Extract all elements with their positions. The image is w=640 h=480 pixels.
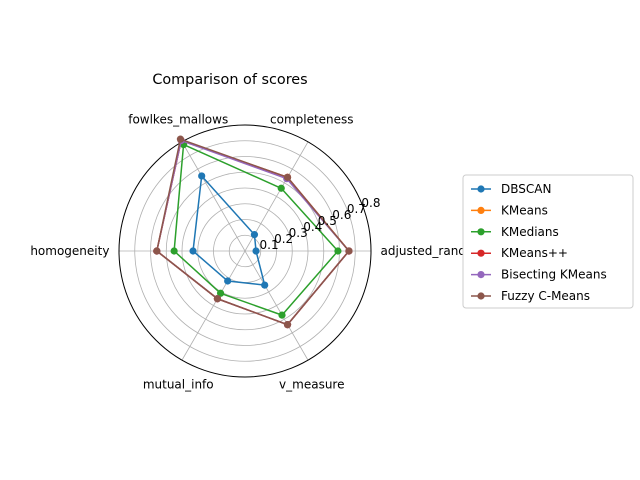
- legend-label: KMeans: [501, 203, 548, 217]
- category-label: completeness: [270, 112, 354, 126]
- legend-label: DBSCAN: [501, 182, 551, 196]
- data-point: [252, 247, 260, 255]
- radar-labels: 0.10.20.30.40.50.60.70.8 adjusted_rand com…: [30, 112, 466, 391]
- angular-gridline: [244, 250, 309, 361]
- data-point: [224, 277, 232, 285]
- legend-label: KMedians: [501, 225, 559, 239]
- legend-marker: [477, 185, 485, 193]
- data-point: [283, 321, 292, 329]
- data-point: [153, 247, 161, 255]
- polar-frame: [118, 124, 372, 378]
- angular-gridline: [181, 250, 246, 361]
- data-point: [277, 184, 285, 192]
- radial-tick-label: 0.4: [303, 220, 322, 234]
- data-point: [261, 281, 269, 289]
- chart-title: Comparison of scores: [152, 72, 307, 88]
- radial-tick-label: 0.5: [318, 214, 337, 228]
- legend-marker: [477, 228, 485, 236]
- legend-label: Fuzzy C-Means: [501, 289, 590, 303]
- data-point: [189, 247, 197, 255]
- data-point: [345, 247, 353, 255]
- radial-tick-label: 0.8: [361, 196, 380, 210]
- legend-marker: [477, 292, 485, 300]
- radial-tick-label: 0.6: [332, 208, 351, 222]
- radial-tick-label: 0.2: [274, 232, 293, 246]
- category-label: adjusted_rand: [381, 244, 466, 258]
- radial-tick-label: 0.1: [260, 238, 279, 252]
- legend-box: [462, 174, 634, 309]
- data-point: [213, 295, 222, 303]
- radar-series: [153, 135, 353, 329]
- angular-gridline: [181, 141, 246, 252]
- data-point: [170, 247, 178, 255]
- series-line-dbscan: [192, 175, 266, 286]
- data-point: [250, 231, 259, 239]
- data-point: [334, 247, 342, 255]
- legend-label: KMeans++: [501, 246, 568, 260]
- category-label: mutual_info: [143, 378, 214, 392]
- data-point: [278, 311, 286, 319]
- legend-marker: [477, 271, 485, 279]
- legend: DBSCAN KMeans KMedians KMeans++ Bisecting KM…: [462, 174, 634, 309]
- legend-label: Bisecting KMeans: [501, 268, 607, 282]
- data-point: [176, 135, 185, 143]
- radial-tick-label: 0.7: [347, 202, 366, 216]
- category-label: fowlkes_mallows: [128, 112, 228, 126]
- legend-marker: [477, 249, 485, 257]
- category-label: homogeneity: [30, 244, 109, 258]
- data-point: [198, 172, 206, 180]
- radial-tick-label: 0.3: [289, 226, 308, 240]
- data-point: [283, 173, 292, 181]
- legend-marker: [477, 206, 485, 214]
- data-point: [216, 289, 225, 297]
- category-label: v_measure: [279, 378, 344, 392]
